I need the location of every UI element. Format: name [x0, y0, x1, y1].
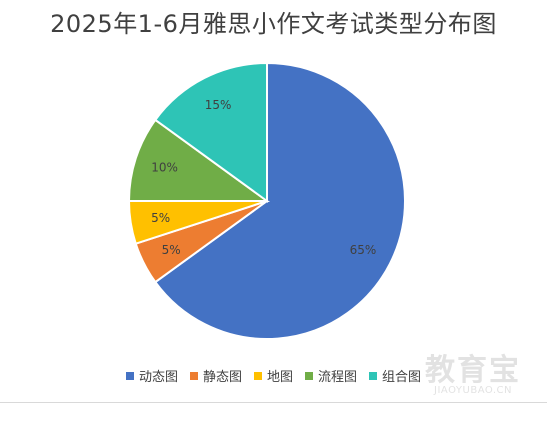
legend-label-3: 地图 [266, 370, 293, 385]
legend-swatch-4 [305, 371, 313, 380]
legend-swatch-3 [253, 371, 262, 380]
pie-slice-5 [153, 61, 268, 203]
data-label-3: 5% [151, 211, 170, 225]
legend-item-1: 动态图 [125, 366, 178, 385]
legend-label-4: 流程图 [318, 370, 358, 385]
legend-label-5: 组合图 [382, 370, 422, 385]
watermark-main-text: 教育宝 [425, 353, 521, 388]
legend-item-3: 地图 [253, 366, 293, 385]
chart-title: 2025年1-6月雅思小作文考试类型分布图 [50, 10, 497, 38]
pie-data-labels: 65% 5% 5% 10% 15% [151, 98, 376, 257]
legend: 动态图 静态图 地图 流程图 组合图 [0, 366, 547, 385]
data-label-5: 15% [205, 98, 232, 112]
legend-swatch-1 [125, 371, 134, 380]
legend-label-2: 静态图 [202, 370, 242, 385]
legend-swatch-5 [369, 371, 378, 380]
watermark-logo: 教育宝 JIAOYUBAO.CN [414, 345, 532, 401]
legend-swatch-2 [189, 371, 198, 380]
bottom-divider [0, 402, 547, 403]
legend-item-5: 组合图 [369, 366, 421, 385]
data-label-2: 5% [162, 243, 181, 257]
data-label-1: 65% [350, 243, 377, 257]
watermark-sub-text: JIAOYUBAO.CN [434, 385, 512, 396]
data-label-4: 10% [151, 161, 178, 175]
pie-slice-4 [127, 118, 271, 202]
legend-item-2: 静态图 [189, 366, 242, 385]
pie-slice-1 [153, 61, 406, 340]
legend-item-4: 流程图 [305, 366, 357, 385]
pie-slices [127, 61, 406, 340]
legend-label-1: 动态图 [138, 370, 178, 385]
